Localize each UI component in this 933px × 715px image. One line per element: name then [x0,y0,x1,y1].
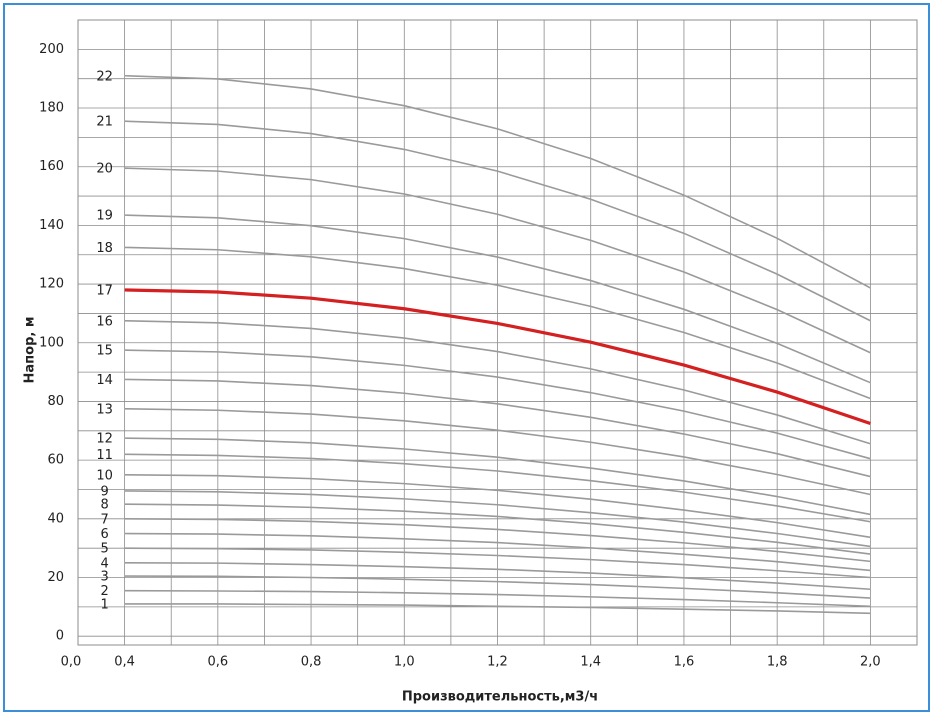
pump-curve [124,407,871,496]
curve-label: 6 [100,527,108,542]
curve-label: 17 [96,283,113,298]
curve-label: 3 [100,570,108,585]
curve-label: 4 [100,556,108,571]
curve-label: 16 [96,314,113,329]
curve-label: 1 [100,597,108,612]
curve-label: 22 [96,69,113,84]
pump-curve [124,562,871,591]
x-tick-label: 0,6 [207,655,228,670]
x-origin-label: 0,0 [61,655,82,670]
y-tick-label: 60 [47,453,64,468]
x-tick-label: 1,0 [394,655,415,670]
y-tick-label: 180 [39,101,64,116]
x-tick-label: 2,0 [860,655,881,670]
pump-curve [124,453,871,523]
curve-label: 15 [96,344,113,359]
y-tick-label: 100 [39,335,64,350]
curve-label: 18 [96,241,113,256]
curve-label: 20 [96,162,113,177]
x-axis-label: Производительность,м3/ч [402,690,598,705]
pump-curve [124,575,871,599]
pump-curve [124,319,871,445]
curve-label: 14 [96,373,113,388]
pump-curve [124,518,871,563]
pump-curve [124,589,871,608]
pump-curve [124,167,871,354]
curve-label: 10 [96,468,113,483]
pump-curve [124,490,871,548]
curve-label: 7 [100,512,108,527]
y-tick-label: 200 [39,42,64,57]
x-tick-label: 1,8 [767,655,788,670]
y-tick-label: 40 [47,511,64,526]
x-tick-label: 1,6 [674,655,695,670]
curve-label: 13 [96,402,113,417]
curve-label: 2 [100,584,108,599]
x-tick-label: 0,8 [301,655,322,670]
pump-curve [124,503,871,555]
curve-label: 12 [96,432,113,447]
pump-curve [124,74,871,289]
y-tick-label: 160 [39,159,64,174]
pump-curve [124,120,871,322]
pump-curve [124,603,871,615]
pump-curve [124,474,871,539]
curve-label: 8 [100,498,108,513]
x-tick-label: 0,4 [114,655,135,670]
pump-curve [124,437,871,516]
curve-label: 21 [96,115,113,130]
y-tick-label: 80 [47,394,64,409]
pump-curve [124,547,871,579]
curve-label: 5 [100,542,108,557]
pump-curve [124,246,871,400]
pump-curve [124,288,871,425]
curve-label: 11 [96,448,113,463]
pump-curve [124,378,871,478]
curve-label: 19 [96,209,113,224]
y-tick-label: 120 [39,277,64,292]
y-tick-label: 0 [56,629,64,644]
pump-curve [124,532,871,572]
y-axis-label: Напор, м [23,317,38,384]
y-tick-label: 140 [39,218,64,233]
x-tick-label: 1,4 [580,655,601,670]
curve-label: 9 [100,484,108,499]
x-tick-label: 1,2 [487,655,508,670]
pump-curve [124,214,871,384]
pump-curve [124,349,871,460]
y-tick-label: 20 [47,570,64,585]
